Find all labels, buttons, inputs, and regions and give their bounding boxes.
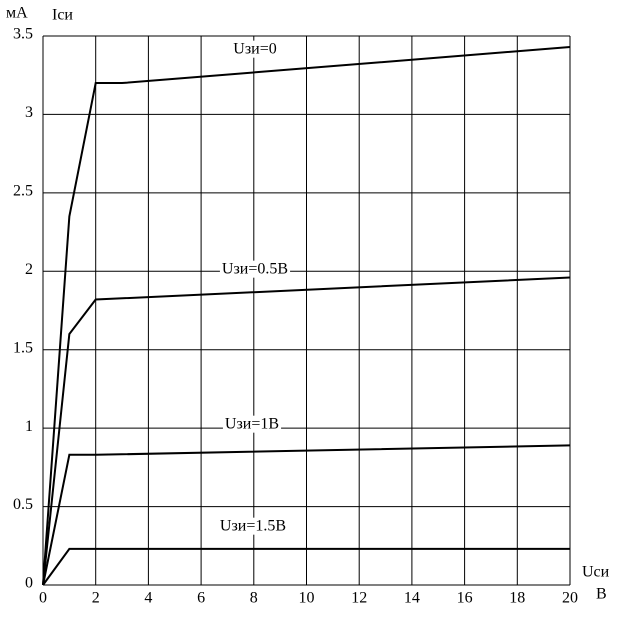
label-background xyxy=(231,40,279,58)
series-label: Uзи=1В xyxy=(225,416,279,433)
x-unit: В xyxy=(596,586,607,603)
y-unit: мА xyxy=(6,5,28,22)
x-tick-label: 14 xyxy=(404,590,420,607)
label-background xyxy=(219,260,291,278)
x-tick-label: 6 xyxy=(197,590,205,607)
x-tick-label: 0 xyxy=(39,590,47,607)
x-tick-label: 10 xyxy=(299,590,315,607)
x-tick-label: 12 xyxy=(351,590,367,607)
x-tick-label: 4 xyxy=(144,590,152,607)
series-line xyxy=(42,547,570,586)
y-tick-label: 1.5 xyxy=(13,339,33,356)
series-line xyxy=(42,444,571,586)
label-background xyxy=(217,517,289,535)
label-background xyxy=(222,415,282,433)
x-tick-label: 8 xyxy=(250,590,258,607)
y-tick-label: 2 xyxy=(25,261,33,278)
y-tick-label: 3 xyxy=(25,104,33,121)
series-label: Uзи=0 xyxy=(233,41,276,58)
y-tick-label: 1 xyxy=(25,418,33,435)
y-tick-label: 2.5 xyxy=(13,183,33,200)
y-tick-label: 3.5 xyxy=(13,26,33,43)
x-axis-label: Uси xyxy=(582,564,610,581)
series-line xyxy=(42,276,571,586)
series-label: Uзи=0.5В xyxy=(222,261,288,278)
y-tick-label: 0 xyxy=(25,575,33,592)
x-tick-label: 18 xyxy=(509,590,525,607)
y-tick-label: 0.5 xyxy=(13,496,33,513)
x-tick-label: 16 xyxy=(457,590,473,607)
x-tick-label: 2 xyxy=(92,590,100,607)
series-line xyxy=(42,45,571,586)
series-label: Uзи=1.5В xyxy=(220,518,286,535)
y-axis-label: Iси xyxy=(52,7,73,24)
x-tick-label: 20 xyxy=(562,590,578,607)
